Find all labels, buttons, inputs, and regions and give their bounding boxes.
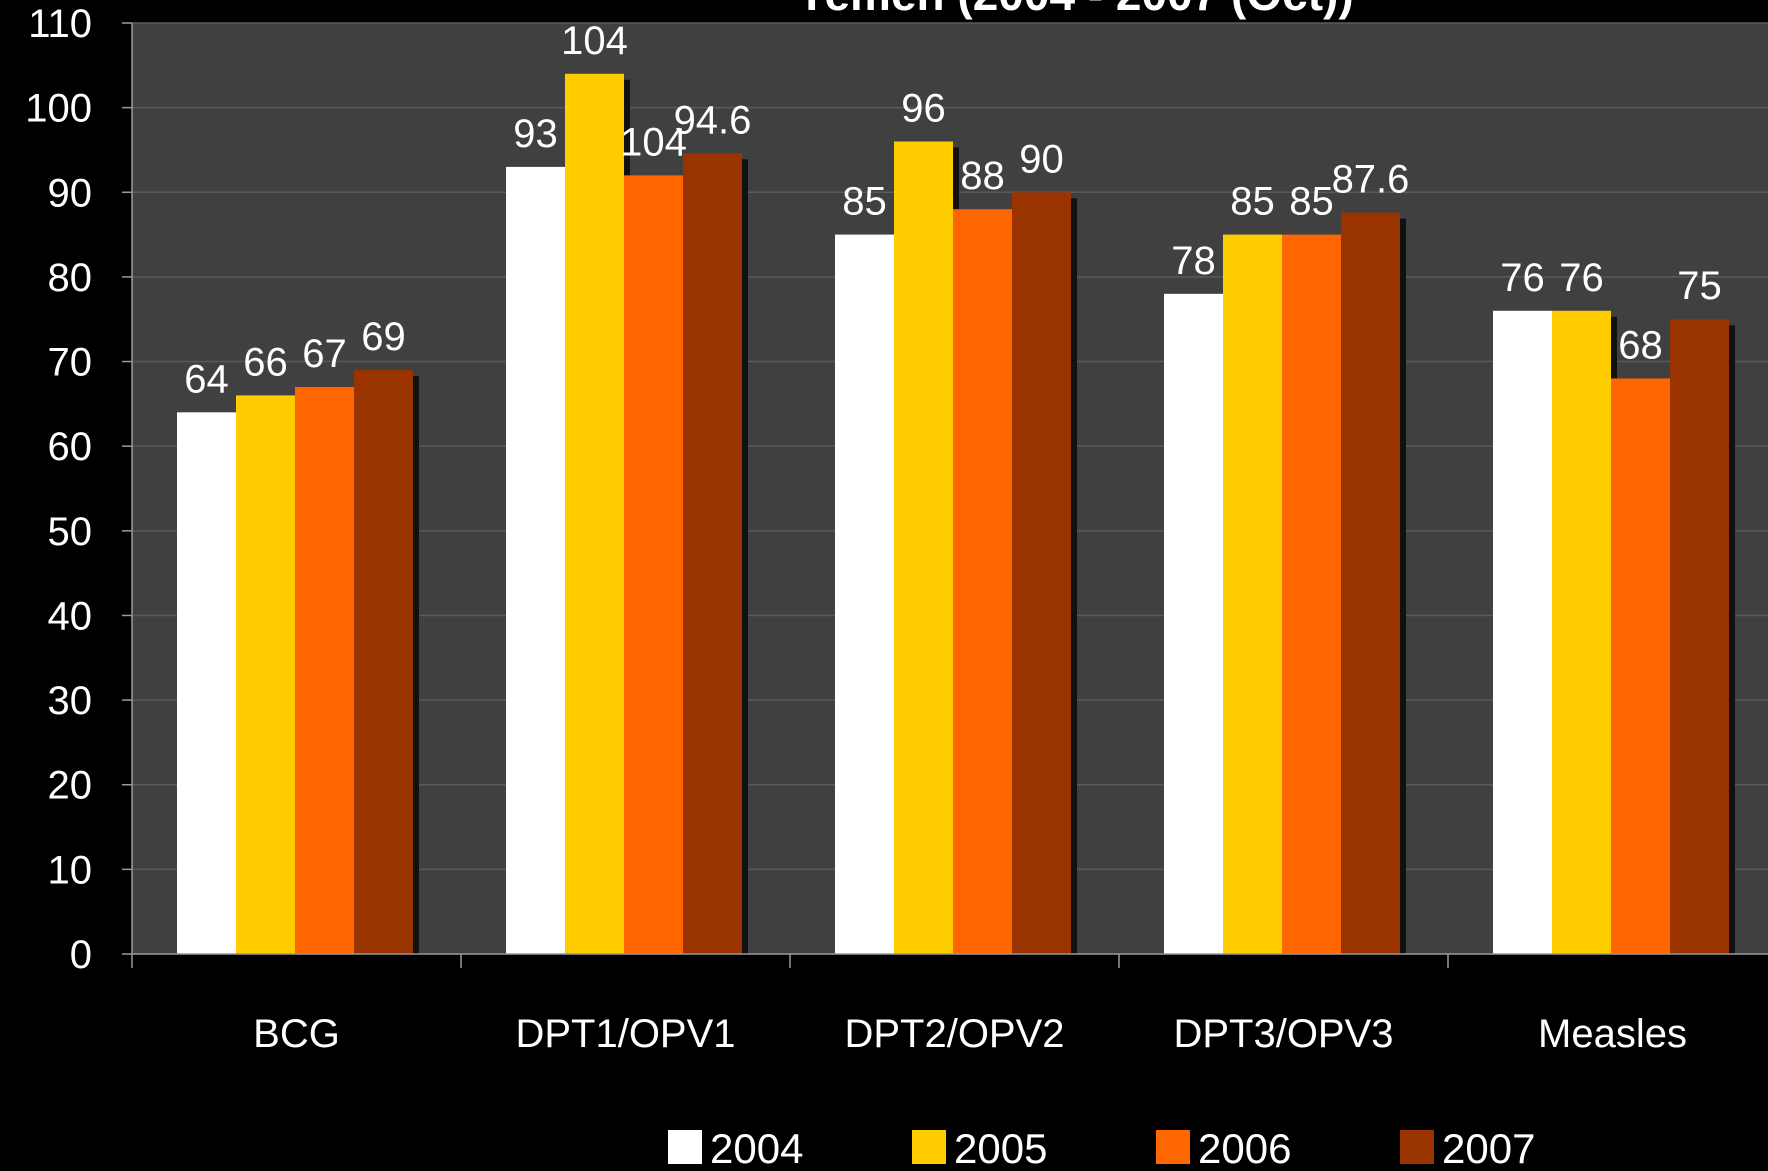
data-label-measles-2006: 68: [1618, 323, 1663, 367]
bar-dpt1-opv1-2005: [565, 73, 624, 955]
data-label-dpt2-opv2-2004: 85: [842, 180, 887, 224]
y-tick-label-80: 80: [48, 256, 93, 300]
y-tick-label-90: 90: [48, 171, 93, 215]
bar-measles-2006: [1611, 378, 1670, 954]
bar-dpt2-opv2-2007: [1012, 192, 1071, 955]
bar-dpt2-opv2-2006: [953, 209, 1012, 954]
category-label-measles: Measles: [1538, 1012, 1687, 1056]
y-tick-label-70: 70: [48, 341, 93, 385]
data-label-dpt1-opv1-2005: 104: [561, 19, 628, 63]
data-label-dpt2-opv2-2006: 88: [960, 154, 1005, 198]
bar-measles-2005: [1552, 310, 1611, 954]
legend: 2004 2005 2006 2007: [668, 1125, 1535, 1171]
data-label-bcg-2007: 69: [361, 315, 406, 359]
category-label-dpt1-opv1: DPT1/OPV1: [515, 1012, 735, 1056]
bar-dpt3-opv3-2006: [1282, 234, 1341, 954]
y-tick-label-40: 40: [48, 594, 93, 638]
bar-measles-2004: [1493, 310, 1552, 954]
data-label-measles-2005: 76: [1559, 256, 1604, 300]
category-label-bcg: BCG: [253, 1012, 340, 1056]
bar-dpt3-opv3-2007: [1341, 212, 1400, 954]
legend-label-2006: 2006: [1198, 1125, 1291, 1171]
bar-dpt1-opv1-2004: [506, 166, 565, 954]
y-tick-label-100: 100: [25, 87, 92, 131]
y-tick-label-30: 30: [48, 679, 93, 723]
bar-bcg-2004: [177, 412, 236, 954]
data-label-dpt3-opv3-2007: 87.6: [1332, 158, 1410, 202]
bar-bcg-2007: [354, 370, 413, 954]
data-label-dpt3-opv3-2006: 85: [1289, 180, 1334, 224]
legend-swatch-2007: [1400, 1130, 1434, 1164]
chart-title: Yemen (2004 - 2007 (Oct)): [796, 0, 1353, 20]
axes: 0 10 20 30 40 50 60 70 80 90 100 110 BCG DPT1/OPV1 DPT…: [25, 2, 1768, 1056]
category-label-dpt3-opv3: DPT3/OPV3: [1173, 1012, 1393, 1056]
legend-label-2007: 2007: [1442, 1125, 1535, 1171]
bar-dpt2-opv2-2004: [835, 234, 894, 954]
bar-dpt3-opv3-2005: [1223, 234, 1282, 954]
bar-dpt2-opv2-2005: [894, 141, 953, 954]
data-label-bcg-2004: 64: [184, 357, 229, 401]
legend-swatch-2005: [912, 1130, 946, 1164]
data-label-dpt1-opv1-2004: 93: [513, 112, 558, 156]
legend-swatch-2006: [1156, 1130, 1190, 1164]
bar-dpt1-opv1-2007: [683, 153, 742, 955]
data-label-bcg-2005: 66: [243, 340, 288, 384]
bar-dpt3-opv3-2004: [1164, 293, 1223, 954]
y-tick-label-0: 0: [70, 933, 92, 977]
data-label-dpt3-opv3-2004: 78: [1171, 239, 1216, 283]
legend-label-2005: 2005: [954, 1125, 1047, 1171]
y-tick-label-60: 60: [48, 425, 93, 469]
data-label-measles-2007: 75: [1677, 264, 1722, 308]
y-tick-label-10: 10: [48, 848, 93, 892]
y-tick-label-20: 20: [48, 764, 93, 808]
data-label-dpt2-opv2-2007: 90: [1019, 137, 1064, 181]
bar-bcg-2006: [295, 386, 354, 954]
data-label-dpt1-opv1-2006: 104: [620, 120, 687, 164]
data-label-dpt3-opv3-2005: 85: [1230, 180, 1275, 224]
data-label-dpt1-opv1-2007: 94.6: [674, 98, 752, 142]
bars: [177, 73, 1735, 955]
legend-label-2004: 2004: [710, 1125, 803, 1171]
y-tick-label-50: 50: [48, 510, 93, 554]
bar-dpt1-opv1-2006: [624, 175, 683, 954]
data-label-measles-2004: 76: [1500, 256, 1545, 300]
data-label-dpt2-opv2-2005: 96: [901, 86, 946, 130]
y-tick-label-110: 110: [28, 2, 92, 46]
data-label-bcg-2006: 67: [302, 332, 347, 376]
bar-bcg-2005: [236, 395, 295, 954]
legend-swatch-2004: [668, 1130, 702, 1164]
bar-measles-2007: [1670, 319, 1729, 954]
category-label-dpt2-opv2: DPT2/OPV2: [844, 1012, 1064, 1056]
